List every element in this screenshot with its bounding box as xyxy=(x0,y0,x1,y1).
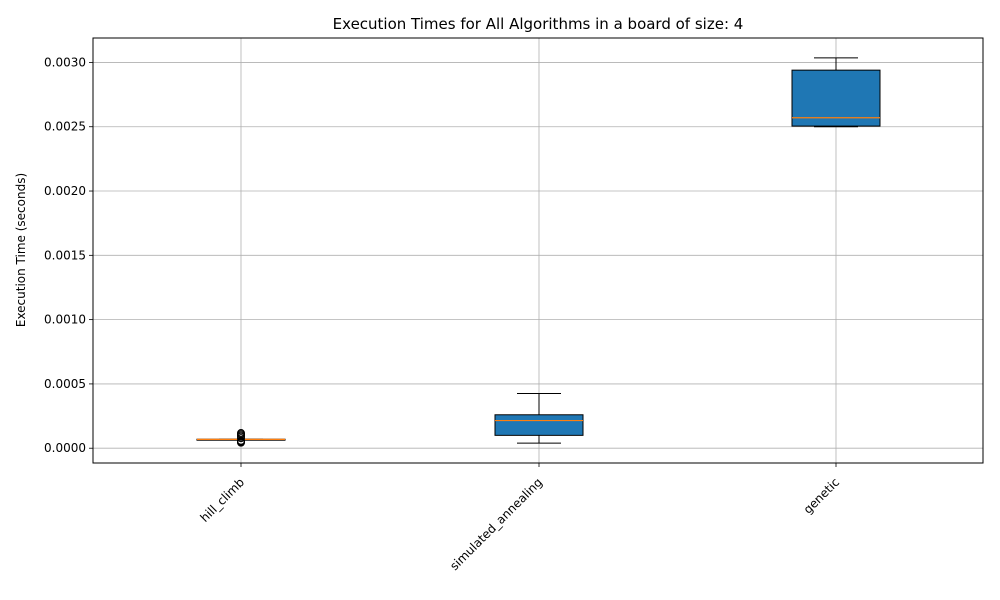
y-axis-ticks: 0.0000 0.0005 0.0010 0.0015 0.0020 0.0025 0.00… xyxy=(44,55,93,455)
outlier-point xyxy=(237,429,245,438)
y-tick-label: 0.0025 xyxy=(44,120,86,134)
box-genetic xyxy=(791,57,881,128)
y-tick-label: 0.0005 xyxy=(44,377,86,391)
box-body xyxy=(791,69,881,127)
grid-lines xyxy=(93,38,983,463)
box-simulated_annealing xyxy=(494,393,584,444)
axes-frame xyxy=(92,37,984,464)
box-hill_climb xyxy=(196,429,286,447)
y-tick-label: 0.0030 xyxy=(44,55,86,69)
y-axis-label: Execution Time (seconds) xyxy=(14,173,28,327)
y-tick-label: 0.0010 xyxy=(44,313,86,327)
y-tick-label: 0.0000 xyxy=(44,441,86,455)
boxes xyxy=(196,57,881,447)
box-body xyxy=(494,414,584,436)
y-tick-label: 0.0015 xyxy=(44,248,86,262)
chart-title: Execution Times for All Algorithms in a … xyxy=(333,15,744,33)
y-tick-label: 0.0020 xyxy=(44,184,86,198)
